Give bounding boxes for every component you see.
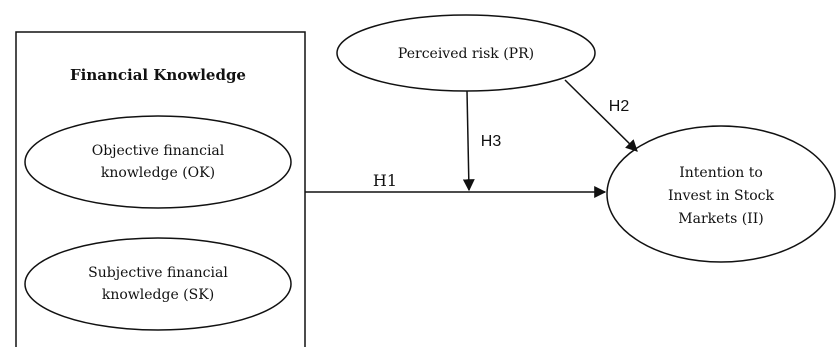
intention-label-line2: Invest in Stock [668,188,774,204]
objective-knowledge-node [24,115,292,209]
h2-arrow [564,79,638,152]
perceived-risk-label: Perceived risk (PR) [398,46,534,62]
subjective-knowledge-label-line1: Subjective financial [88,265,228,281]
h1-label: H1 [373,171,397,190]
h2-label: H2 [609,98,630,115]
objective-knowledge-label-line1: Objective financial [92,143,225,159]
perceived-risk-node [336,14,596,92]
financial-knowledge-box [15,31,306,347]
intention-label-line3: Markets (II) [678,211,763,227]
financial-knowledge-title: Financial Knowledge [70,66,246,84]
subjective-knowledge-label-line2: knowledge (SK) [102,287,214,303]
objective-knowledge-label-line2: knowledge (OK) [101,165,215,181]
h3-label: H3 [481,133,502,150]
h3-arrow [462,90,475,192]
subjective-knowledge-node [24,237,292,331]
intention-label-line1: Intention to [679,165,763,181]
intention-node [606,125,836,263]
